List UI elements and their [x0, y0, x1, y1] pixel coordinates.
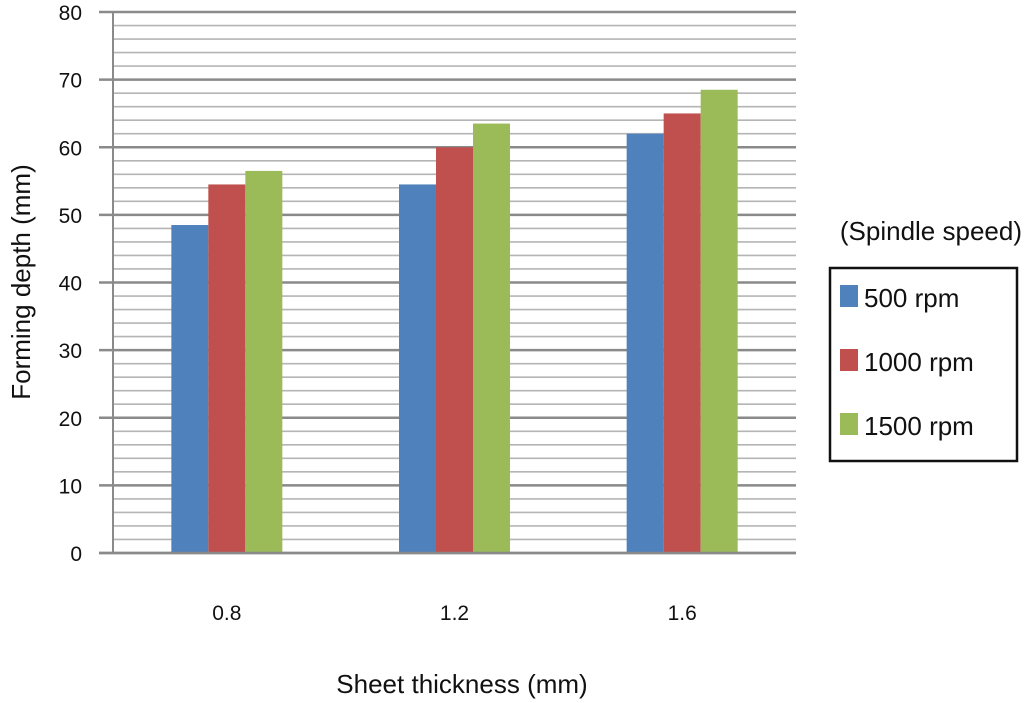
legend-swatch	[840, 285, 858, 307]
bar-1000-rpm-1.2	[436, 147, 473, 553]
legend-label: 500 rpm	[864, 283, 959, 313]
y-tick-label: 80	[59, 2, 82, 25]
bar-1500-rpm-1.6	[700, 89, 738, 554]
y-tick-label: 40	[59, 273, 82, 296]
legend-swatch	[840, 413, 858, 435]
bar-500-rpm-1.2	[399, 184, 436, 553]
y-tick-label: 70	[59, 70, 82, 93]
bar-1500-rpm-1.2	[473, 123, 510, 554]
legend-title: (Spindle speed)	[840, 216, 1022, 246]
y-tick-label: 20	[59, 408, 82, 431]
y-tick-label: 50	[59, 205, 82, 228]
legend-label: 1500 rpm	[864, 411, 974, 441]
bar-1500-rpm-0.8	[245, 170, 283, 553]
y-tick-labels: 0 10 20 30 40 50 60 70 80	[59, 2, 82, 566]
y-tick-label: 60	[59, 137, 82, 160]
axes	[99, 12, 796, 555]
y-tick-label: 30	[59, 340, 82, 363]
x-tick-label: 1.2	[440, 602, 469, 625]
x-tick-label: 0.8	[212, 602, 241, 625]
bars	[171, 89, 738, 554]
bar-500-rpm-1.6	[626, 133, 664, 553]
legend-box	[828, 266, 1019, 463]
legend-label: 1000 rpm	[864, 347, 974, 377]
x-tick-labels: 0.8 1.2 1.6	[212, 602, 697, 625]
y-tick-label: 10	[59, 475, 82, 498]
legend-swatch	[840, 349, 858, 371]
y-tick-label: 0	[70, 543, 82, 566]
y-axis-title: Forming depth (mm)	[6, 164, 36, 400]
legend: 500 rpm 1000 rpm 1500 rpm	[828, 266, 1019, 463]
bar-1000-rpm-1.6	[663, 113, 701, 553]
bar-500-rpm-0.8	[171, 225, 209, 554]
x-tick-label: 1.6	[668, 602, 697, 625]
x-axis-title: Sheet thickness (mm)	[336, 669, 587, 699]
bar-1000-rpm-0.8	[208, 184, 246, 553]
